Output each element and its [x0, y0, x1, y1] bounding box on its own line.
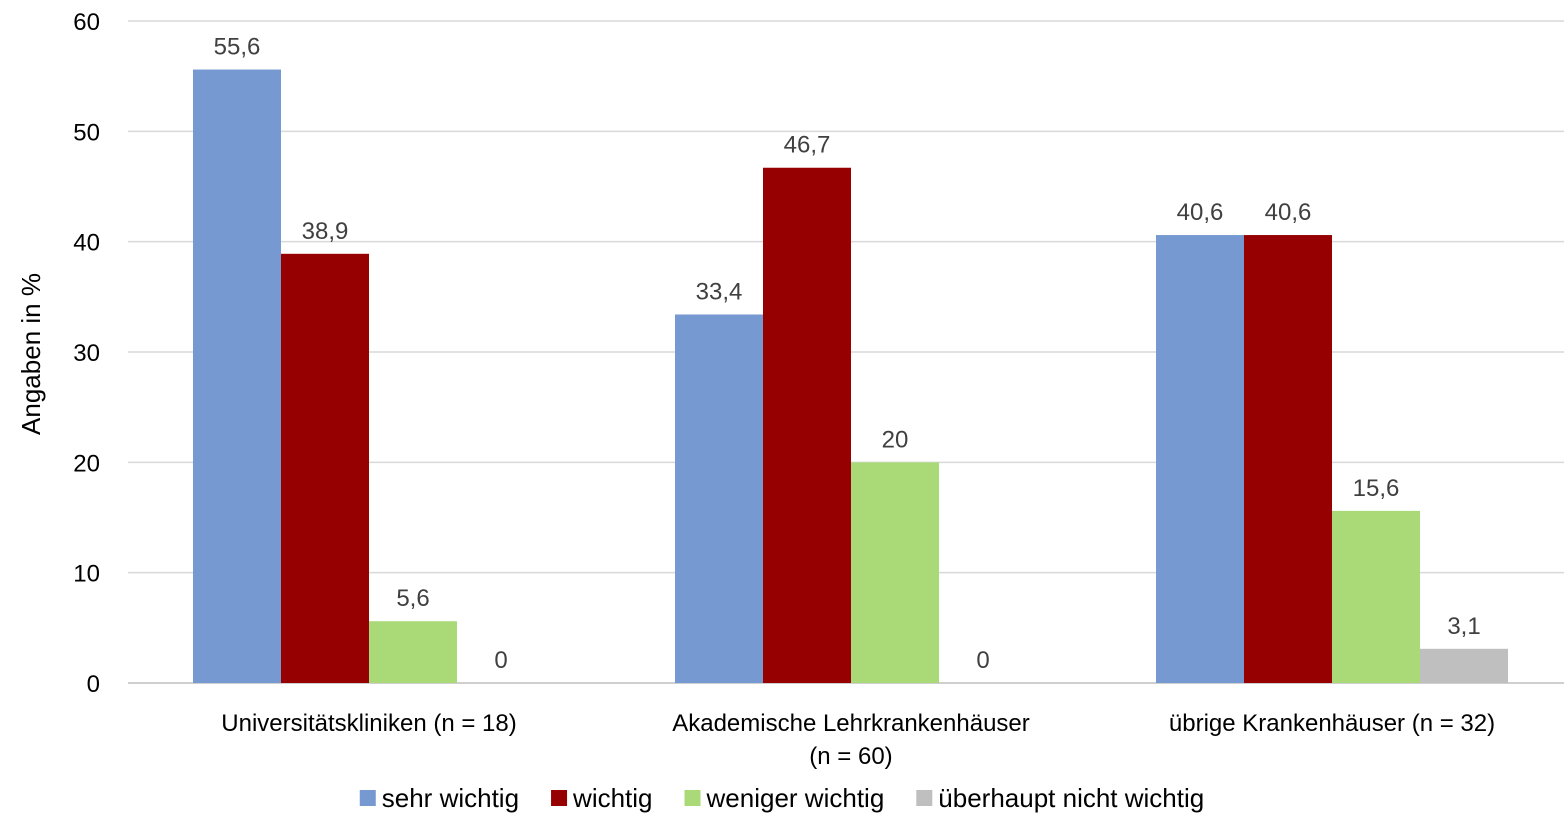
- data-label: 0: [494, 647, 507, 674]
- legend-label: weniger wichtig: [706, 783, 885, 813]
- data-label: 40,6: [1265, 199, 1312, 226]
- bar: [1420, 648, 1508, 683]
- y-tick-label: 0: [87, 671, 100, 698]
- y-tick-label: 10: [73, 561, 100, 588]
- y-tick-label: 20: [73, 450, 100, 477]
- y-axis-title: Angaben in %: [16, 273, 46, 435]
- data-label: 0: [976, 647, 989, 674]
- data-label: 3,1: [1447, 613, 1480, 640]
- bar: [763, 167, 851, 683]
- legend-swatch: [684, 790, 701, 806]
- y-tick-label: 30: [73, 340, 100, 367]
- x-category-label: Akademische Lehrkrankenhäuser: [672, 710, 1030, 737]
- x-axis-categories: Universitätskliniken (n = 18) Akademische…: [221, 710, 1495, 770]
- data-label: 38,9: [302, 218, 349, 245]
- legend: sehr wichtig wichtig weniger wichtig überha…: [359, 783, 1204, 813]
- y-tick-label: 60: [73, 9, 100, 36]
- data-label: 5,6: [396, 585, 429, 612]
- x-category-label: übrige Krankenhäuser (n = 32): [1169, 710, 1495, 737]
- bar: [851, 462, 939, 683]
- bar: [675, 314, 763, 683]
- data-label: 55,6: [214, 34, 261, 61]
- data-label: 46,7: [784, 132, 831, 159]
- bar: [369, 621, 457, 683]
- x-category-label: Universitätskliniken (n = 18): [221, 710, 516, 737]
- legend-swatch: [551, 790, 568, 806]
- data-label: 15,6: [1353, 475, 1400, 502]
- y-tick-label: 50: [73, 119, 100, 146]
- data-labels: 55,6 33,4 40,6 38,9 46,7 40,6 5,6 20 15,6 0 0 3,1: [214, 34, 1481, 674]
- bar: [1332, 510, 1420, 683]
- data-label: 33,4: [696, 278, 743, 305]
- data-label: 40,6: [1177, 199, 1224, 226]
- bars: [193, 69, 1508, 683]
- y-axis-ticks: 0 10 20 30 40 50 60: [73, 9, 100, 698]
- bar: [1156, 235, 1244, 683]
- legend-swatch: [916, 790, 933, 806]
- legend-label: wichtig: [572, 783, 652, 813]
- bar: [1244, 235, 1332, 683]
- data-label: 20: [882, 426, 909, 453]
- legend-swatch: [359, 790, 376, 806]
- bar: [281, 253, 369, 683]
- bar: [193, 69, 281, 683]
- legend-label: sehr wichtig: [382, 783, 519, 813]
- x-category-label: (n = 60): [809, 743, 892, 770]
- legend-label: überhaupt nicht wichtig: [938, 783, 1204, 813]
- y-tick-label: 40: [73, 230, 100, 257]
